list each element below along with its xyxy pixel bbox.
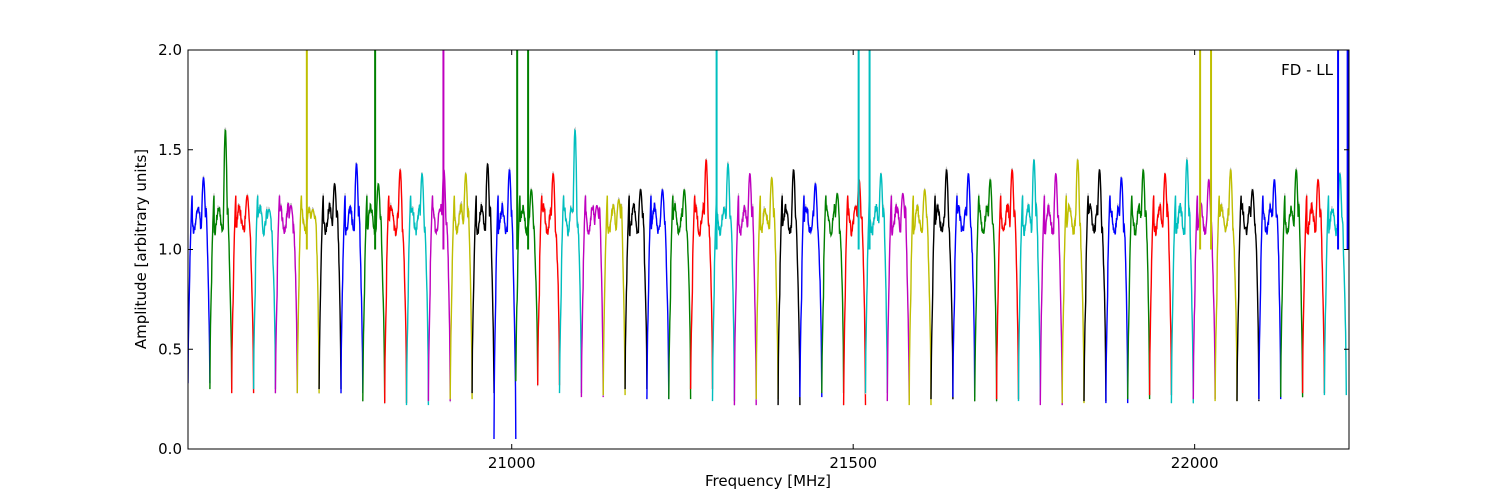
band-series-39 [1017, 159, 1041, 402]
band-series-40 [1039, 172, 1063, 406]
y-tick-label: 1.0 [158, 241, 182, 259]
band-series-27 [755, 176, 779, 400]
band-series-2 [209, 128, 233, 390]
band-series-38 [995, 168, 1020, 400]
band-series-8 [340, 162, 364, 394]
y-axis-label: Amplitude [arbitrary units] [132, 149, 150, 349]
y-tick-label: 0.5 [158, 340, 182, 358]
band-series-37 [974, 179, 998, 402]
band-series-1 [188, 176, 211, 384]
band-series-33 [886, 192, 910, 402]
y-axis-ticks: 0.0 0.5 1.0 1.5 2.0 [158, 41, 1349, 458]
band-series-16 [515, 188, 539, 382]
x-axis-ticks: 21000 21500 22000 [488, 50, 1219, 472]
band-series-51 [1280, 168, 1304, 398]
band-series-9 [362, 182, 386, 402]
band-series-35 [930, 168, 954, 400]
band-series-24 [689, 159, 714, 390]
band-series-22 [646, 188, 670, 400]
band-series-23 [668, 188, 692, 400]
band-series-28 [777, 169, 801, 406]
band-series-46 [1170, 158, 1194, 404]
band-series-18 [558, 128, 583, 394]
band-series-30 [821, 192, 845, 394]
band-series-36 [952, 172, 976, 398]
spectrum-series-layer [188, 50, 1349, 440]
band-series-52 [1301, 179, 1326, 394]
band-series-10 [384, 168, 408, 404]
band-series-12 [427, 168, 451, 402]
band-series-50 [1258, 179, 1282, 400]
x-tick-label: 21500 [829, 454, 877, 472]
band-series-19 [580, 195, 604, 398]
y-tick-label: 1.5 [158, 141, 182, 159]
band-series-11 [405, 172, 430, 406]
band-series-6 [296, 195, 320, 394]
band-series-4 [252, 195, 277, 390]
x-tick-label: 22000 [1171, 454, 1219, 472]
band-series-3 [231, 194, 255, 394]
band-series-14 [471, 162, 495, 394]
band-series-17 [537, 172, 561, 386]
x-axis-label: Frequency [MHz] [705, 472, 831, 490]
band-series-41 [1061, 159, 1085, 404]
band-series-13 [449, 172, 473, 400]
band-series-45 [1148, 172, 1173, 396]
band-series-29 [799, 182, 823, 398]
x-tick-label: 21000 [488, 454, 536, 472]
band-series-43 [1105, 176, 1129, 404]
y-tick-label: 0.0 [158, 440, 182, 458]
band-series-20 [602, 195, 626, 396]
band-series-7 [318, 182, 342, 390]
band-series-49 [1236, 188, 1260, 402]
band-series-34 [908, 188, 932, 406]
band-series-31 [842, 179, 867, 406]
band-series-53 [1323, 172, 1347, 396]
band-series-26 [733, 172, 757, 406]
band-series-5 [274, 195, 298, 394]
band-series-42 [1083, 168, 1107, 402]
band-series-44 [1127, 168, 1151, 400]
band-series-15 [493, 169, 517, 440]
band-series-48 [1214, 169, 1238, 402]
y-tick-label: 2.0 [158, 41, 182, 59]
band-series-21 [624, 189, 648, 390]
plot-annotation: FD - LL [1281, 61, 1333, 79]
